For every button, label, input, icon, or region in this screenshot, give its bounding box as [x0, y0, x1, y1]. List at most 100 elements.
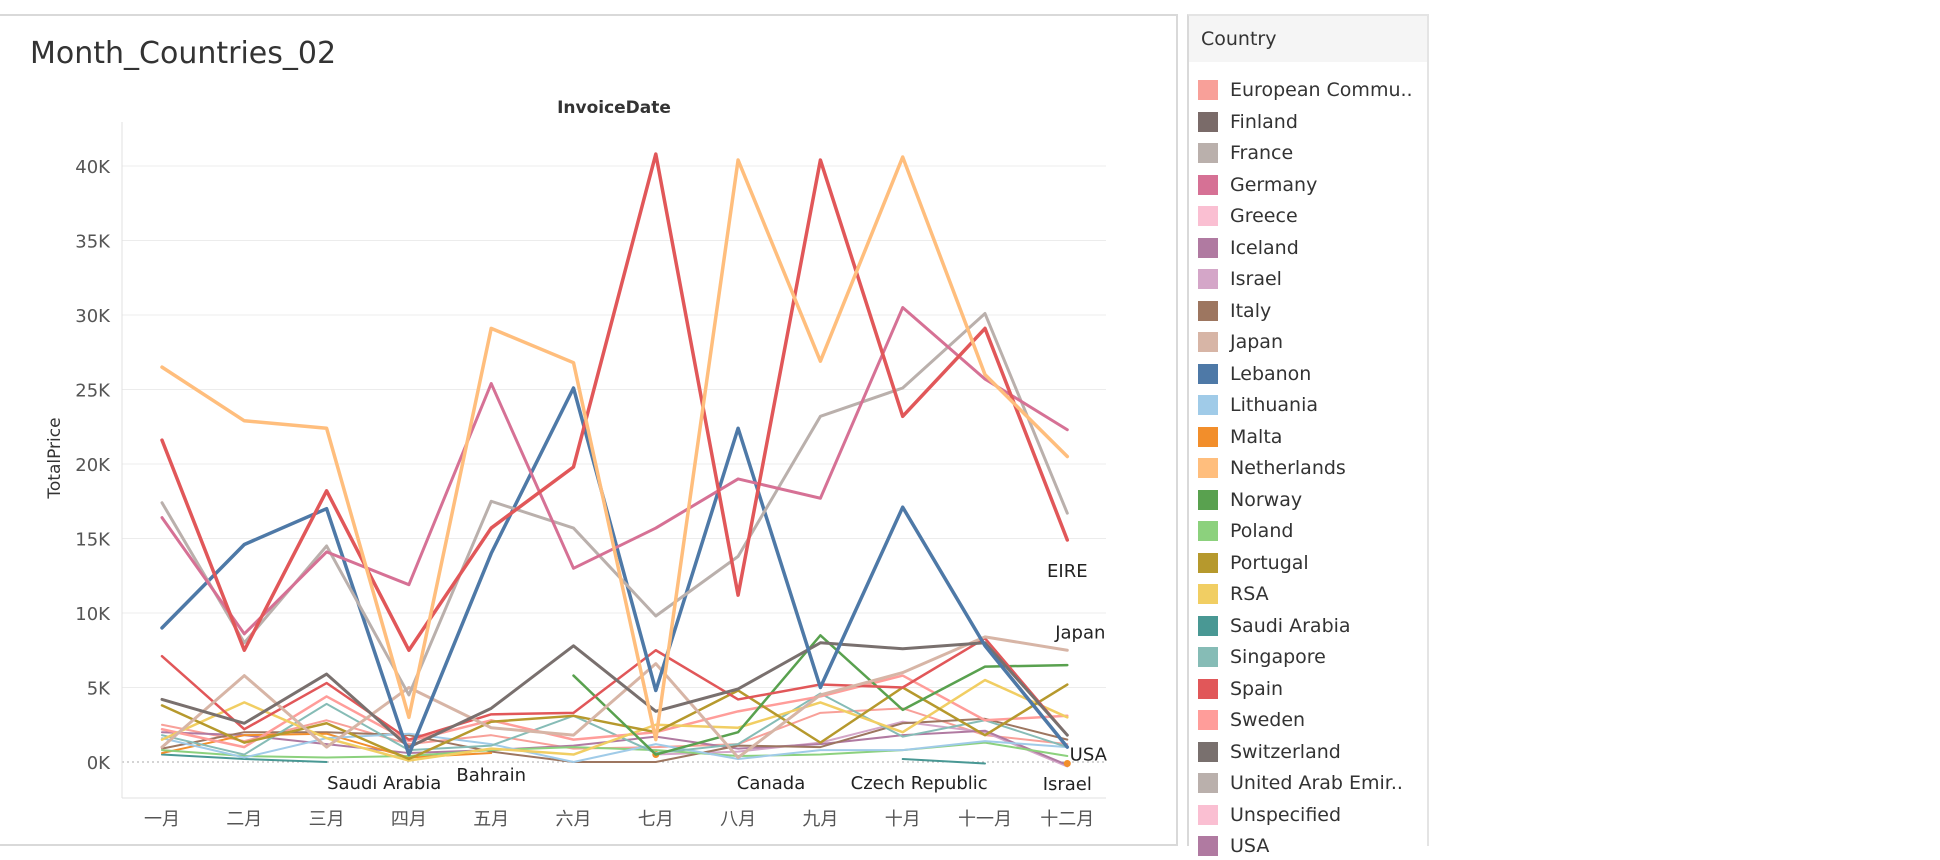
x-tick-label: 四月	[391, 809, 427, 830]
legend-swatch	[1198, 269, 1218, 289]
legend-swatch	[1198, 363, 1218, 384]
legend-item[interactable]: France	[1198, 139, 1293, 167]
legend-item[interactable]: Greece	[1198, 202, 1298, 230]
legend-item[interactable]: Lebanon	[1198, 360, 1311, 388]
legend-item[interactable]: Spain	[1198, 675, 1283, 703]
legend-label: Japan	[1230, 331, 1283, 353]
legend-item[interactable]: Singapore	[1198, 643, 1326, 671]
legend-swatch	[1198, 773, 1218, 793]
legend-item[interactable]: Lithuania	[1198, 391, 1318, 419]
legend-swatch	[1198, 647, 1218, 667]
legend-swatch	[1198, 489, 1218, 510]
legend-item[interactable]: Unspecified	[1198, 801, 1341, 829]
legend-swatch	[1198, 395, 1218, 415]
y-axis-title: TotalPrice	[45, 417, 65, 499]
legend-label: European Commu..	[1230, 79, 1413, 101]
series-point[interactable]	[1063, 759, 1071, 767]
series-line[interactable]	[160, 635, 1069, 760]
x-tick-label: 五月	[473, 809, 509, 830]
legend-swatch	[1198, 458, 1218, 478]
series-line[interactable]	[160, 674, 1069, 749]
legend-label: Singapore	[1230, 646, 1326, 668]
y-tick-label: 15K	[75, 530, 111, 551]
legend-item[interactable]: Netherlands	[1198, 454, 1346, 482]
legend-item[interactable]: Saudi Arabia	[1198, 612, 1351, 640]
annotation-label: EIRE	[1047, 561, 1088, 582]
legend-item[interactable]: Malta	[1198, 423, 1282, 451]
x-tick-label: 十一月	[958, 809, 1012, 830]
legend-label: Sweden	[1230, 709, 1306, 731]
legend-item[interactable]: Switzerland	[1198, 738, 1341, 766]
series-line[interactable]	[160, 306, 1069, 636]
legend-label: Germany	[1230, 173, 1318, 196]
legend-item[interactable]: USA	[1198, 832, 1269, 860]
legend-label: Netherlands	[1230, 457, 1346, 479]
series-line[interactable]	[160, 678, 1069, 762]
x-tick-label: 二月	[226, 809, 262, 830]
series-line[interactable]	[572, 634, 1069, 756]
legend-swatch	[1198, 710, 1218, 730]
y-tick-label: 0K	[87, 753, 111, 774]
x-axis-title: InvoiceDate	[557, 98, 671, 118]
series-line[interactable]	[160, 155, 1070, 742]
series-line[interactable]	[161, 753, 328, 763]
legend-item[interactable]: Israel	[1198, 265, 1282, 293]
legend-item[interactable]: Norway	[1198, 486, 1302, 514]
annotation-label: Czech Republic	[851, 773, 988, 794]
legend-swatch	[1198, 678, 1218, 699]
legend-label: Lebanon	[1230, 362, 1312, 385]
x-tick-label: 六月	[556, 809, 592, 830]
legend-item[interactable]: RSA	[1198, 580, 1269, 608]
legend-label: Lithuania	[1230, 394, 1319, 416]
series-line[interactable]	[161, 732, 1069, 763]
legend-swatch	[1198, 300, 1218, 321]
series-line[interactable]	[161, 692, 1069, 756]
legend-label: Portugal	[1230, 551, 1309, 574]
legend-item[interactable]: Poland	[1198, 517, 1293, 545]
chart-panel	[0, 14, 1178, 846]
series-line[interactable]	[160, 312, 1069, 697]
annotation-label: Japan	[1054, 622, 1105, 643]
legend-swatch	[1198, 426, 1218, 447]
series-line[interactable]	[160, 683, 1069, 761]
legend-swatch	[1198, 206, 1218, 226]
legend-label: Israel	[1230, 268, 1282, 290]
y-tick-label: 20K	[75, 455, 111, 476]
legend-swatch	[1198, 111, 1218, 132]
legend-item[interactable]: Italy	[1198, 297, 1271, 325]
legend-label: Switzerland	[1230, 740, 1341, 763]
annotation-label: Saudi Arabia	[327, 773, 441, 794]
legend-label: Unspecified	[1230, 803, 1342, 826]
legend-swatch	[1198, 836, 1218, 856]
y-tick-label: 30K	[75, 306, 111, 327]
legend-label: Italy	[1230, 299, 1272, 322]
legend-label: RSA	[1230, 583, 1269, 605]
y-tick-label: 35K	[75, 232, 111, 253]
x-tick-label: 十二月	[1040, 809, 1094, 830]
legend-label: USA	[1230, 835, 1270, 857]
legend-label: Finland	[1230, 110, 1298, 133]
legend-label: Greece	[1230, 205, 1298, 227]
line-chart: 0K 5K 10K 15K 20K 25K 30K 35K 40K 一月 二月 三月 四月 五月 六月 七月 八…	[45, 98, 1108, 830]
legend-item[interactable]: Finland	[1198, 108, 1298, 136]
legend-swatch	[1198, 521, 1218, 541]
legend-item[interactable]: Portugal	[1198, 549, 1309, 577]
legend-title: Country	[1189, 16, 1427, 62]
series-line[interactable]	[160, 152, 1070, 652]
y-tick-label: 40K	[75, 157, 111, 178]
legend-label: Iceland	[1230, 236, 1299, 259]
legend-swatch	[1198, 741, 1218, 762]
legend-item[interactable]: Sweden	[1198, 706, 1305, 734]
legend-item[interactable]: Germany	[1198, 171, 1317, 199]
legend-item[interactable]: United Arab Emir..	[1198, 769, 1403, 797]
series-line[interactable]	[160, 637, 1069, 741]
legend-item[interactable]: Japan	[1198, 328, 1283, 356]
series-line[interactable]	[160, 641, 1069, 749]
chart-title: Month_Countries_02	[30, 36, 337, 71]
legend-swatch	[1198, 174, 1218, 195]
series-line[interactable]	[654, 720, 1069, 768]
legend-item[interactable]: European Commu..	[1198, 76, 1413, 104]
series-line[interactable]	[901, 758, 986, 765]
legend-item[interactable]: Iceland	[1198, 234, 1299, 262]
legend-swatch	[1198, 552, 1218, 573]
